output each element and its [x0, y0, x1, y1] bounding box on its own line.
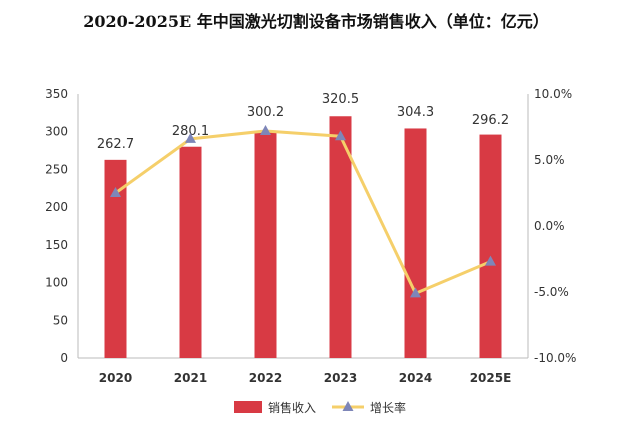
y-left-tick-label: 200 — [45, 200, 68, 214]
y-right-tick-label: 0.0% — [534, 219, 565, 233]
y-right-tick-label: -10.0% — [534, 351, 576, 365]
data-label: 300.2 — [247, 105, 284, 120]
bar — [179, 146, 202, 358]
y-left-tick-label: 150 — [45, 238, 68, 252]
y-left-tick-label: 300 — [45, 125, 68, 139]
axes-layer: 0 50 100 150 200 250 300 350 -10.0% -5.0% 0.0% 5.0%… — [45, 87, 576, 385]
growth-rate-point — [410, 287, 421, 298]
y-left-tick-label: 350 — [45, 87, 68, 101]
bar — [329, 116, 352, 358]
legend: 销售收入 增长率 — [234, 400, 406, 415]
data-label: 280.1 — [172, 124, 209, 139]
y-right-tick-label: 10.0% — [534, 87, 572, 101]
y-left-tick-label: 250 — [45, 162, 68, 176]
bars-layer: 262.7 280.1 300.2 320.5 304.3 296.2 — [97, 92, 509, 358]
bar — [104, 159, 127, 358]
x-tick-label: 2024 — [399, 371, 432, 385]
x-tick-label: 2020 — [99, 371, 132, 385]
legend-swatch-growth-marker — [342, 401, 354, 411]
x-tick-label: 2021 — [174, 371, 207, 385]
bar — [479, 134, 502, 358]
legend-label-growth: 增长率 — [370, 400, 406, 415]
growth-rate-point — [260, 124, 271, 135]
growth-rate-point — [335, 130, 346, 141]
data-label: 320.5 — [322, 92, 359, 107]
growth-rate-line — [114, 129, 492, 295]
x-tick-label: 2023 — [324, 371, 357, 385]
y-left-tick-label: 50 — [53, 313, 68, 327]
y-left-tick-label: 100 — [45, 276, 68, 290]
x-tick-label: 2025E — [470, 371, 512, 385]
data-label: 262.7 — [97, 137, 134, 152]
y-left-tick-label: 0 — [60, 351, 68, 365]
legend-label-sales: 销售收入 — [268, 400, 316, 415]
y-right-tick-label: -5.0% — [534, 285, 569, 299]
legend-swatch-sales — [234, 401, 262, 413]
data-label: 296.2 — [472, 113, 509, 128]
data-label: 304.3 — [397, 105, 434, 120]
growth-rate-point — [185, 132, 196, 143]
growth-rate-point — [110, 187, 121, 197]
bar — [254, 131, 277, 358]
growth-rate-point — [485, 255, 496, 266]
bar — [404, 128, 427, 358]
x-tick-label: 2022 — [249, 371, 282, 385]
y-right-tick-label: 5.0% — [534, 153, 565, 167]
chart-title: 2020-2025E 年中国激光切割设备市场销售收入（单位：亿元） — [83, 12, 549, 31]
line-layer — [110, 124, 496, 298]
